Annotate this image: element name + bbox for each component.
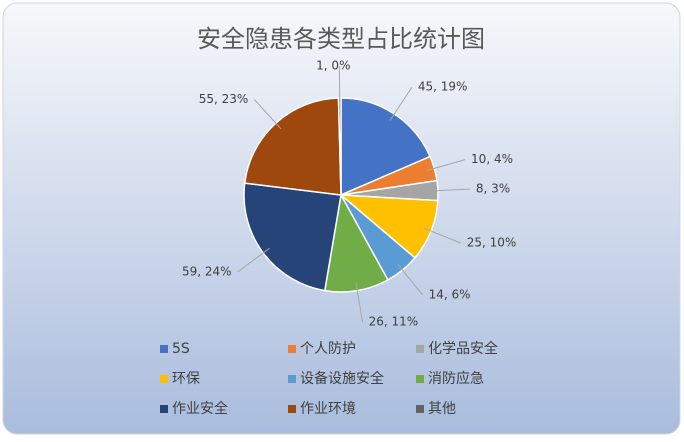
legend-swatch [416,375,424,383]
chart-title: 安全隐患各类型占比统计图 [197,25,485,53]
legend-label: 环保 [172,371,200,387]
legend-swatch [160,345,168,353]
legend-swatch [160,375,168,383]
leader-line [397,263,424,296]
legend-swatch [288,345,296,353]
legend-swatch [416,345,424,353]
data-label: 1, 0% [316,59,350,73]
legend-label: 作业安全 [172,400,228,417]
legend-label: 消防应急 [428,370,484,387]
leader-line [237,247,270,273]
leader-line [430,188,470,192]
leader-line [426,159,466,171]
data-label: 14, 6% [429,287,471,301]
data-label: 55, 23% [199,92,249,106]
legend-swatch [288,375,296,383]
legend-label: 作业环境 [300,401,356,417]
data-label: 8, 3% [476,182,510,196]
leader-line [389,86,413,121]
legend-swatch [288,405,296,413]
data-label: 25, 10% [467,236,517,250]
data-label: 26, 11% [369,315,419,329]
legend-label: 化学品安全 [428,340,498,357]
leader-line [338,66,341,106]
legend-label: 其他 [428,401,456,417]
legend-label: 5S [172,341,190,357]
data-label: 10, 4% [471,152,513,166]
leader-line [253,99,282,130]
legend-label: 个人防护 [300,341,356,357]
legend-swatch [160,405,168,413]
legend-swatch [416,405,424,413]
data-label: 45, 19% [418,80,468,94]
leader-line [423,227,461,244]
data-label: 59, 24% [182,265,232,279]
leader-line [355,282,364,323]
legend-label: 设备设施安全 [300,370,384,387]
